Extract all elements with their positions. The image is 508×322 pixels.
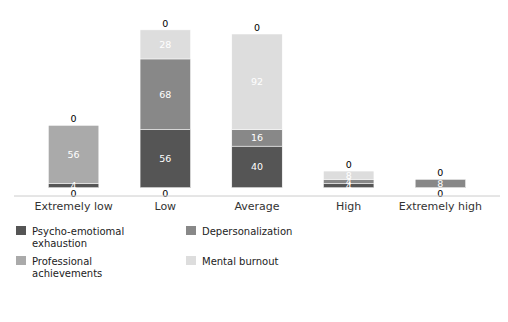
bottom-label: 0	[162, 188, 168, 199]
data-label: 40	[251, 161, 263, 172]
x-axis-line	[14, 196, 500, 197]
data-label: 28	[159, 39, 171, 50]
legend-label: Professionalachievements	[32, 256, 102, 279]
chart: 456404566816482892800000000Extremely low…	[0, 0, 508, 322]
bar-segment	[140, 30, 190, 59]
legend-swatch	[16, 256, 26, 265]
x-tick-label: Average	[234, 200, 279, 213]
legend-swatch	[16, 226, 26, 235]
bar-segment	[140, 59, 190, 130]
x-tick-label: Low	[154, 200, 176, 213]
bar-segment	[232, 146, 282, 188]
legend-label: Mental burnout	[202, 256, 279, 267]
bottom-label: 0	[437, 188, 443, 199]
bar-segment	[232, 34, 282, 130]
data-label: 68	[159, 89, 171, 100]
data-label: 56	[68, 149, 80, 160]
x-tick-labels: Extremely low Low Average High Extremely hig…	[35, 200, 483, 213]
bars	[48, 30, 465, 188]
bar-segment	[140, 130, 190, 188]
data-label: 16	[251, 132, 263, 143]
legend: Psycho-emotiomalexhaustion Professionalac…	[16, 226, 292, 279]
data-label: 92	[251, 76, 263, 87]
legend-swatch	[186, 256, 196, 265]
top-label: 0	[437, 167, 443, 178]
top-label: 0	[71, 113, 77, 124]
top-label: 0	[162, 18, 168, 29]
top-label: 0	[254, 22, 260, 33]
bar-segment	[48, 125, 98, 183]
legend-label: Depersonalization	[202, 226, 292, 237]
data-label: 8	[346, 170, 352, 181]
legend-swatch	[186, 226, 196, 235]
chart-container: 456404566816482892800000000Extremely low…	[0, 0, 508, 322]
legend-label: Psycho-emotiomalexhaustion	[32, 226, 124, 249]
x-tick-label: Extremely low	[35, 200, 113, 213]
bar-segment	[48, 125, 98, 126]
data-labels: 456404566816482892800000000	[68, 18, 444, 199]
bar-segment	[48, 125, 98, 126]
x-tick-label: High	[336, 200, 361, 213]
bar-segment	[232, 130, 282, 147]
x-tick-label: Extremely high	[399, 200, 482, 213]
data-label: 56	[159, 153, 171, 164]
bottom-label: 0	[71, 188, 77, 199]
top-label: 0	[346, 159, 352, 170]
